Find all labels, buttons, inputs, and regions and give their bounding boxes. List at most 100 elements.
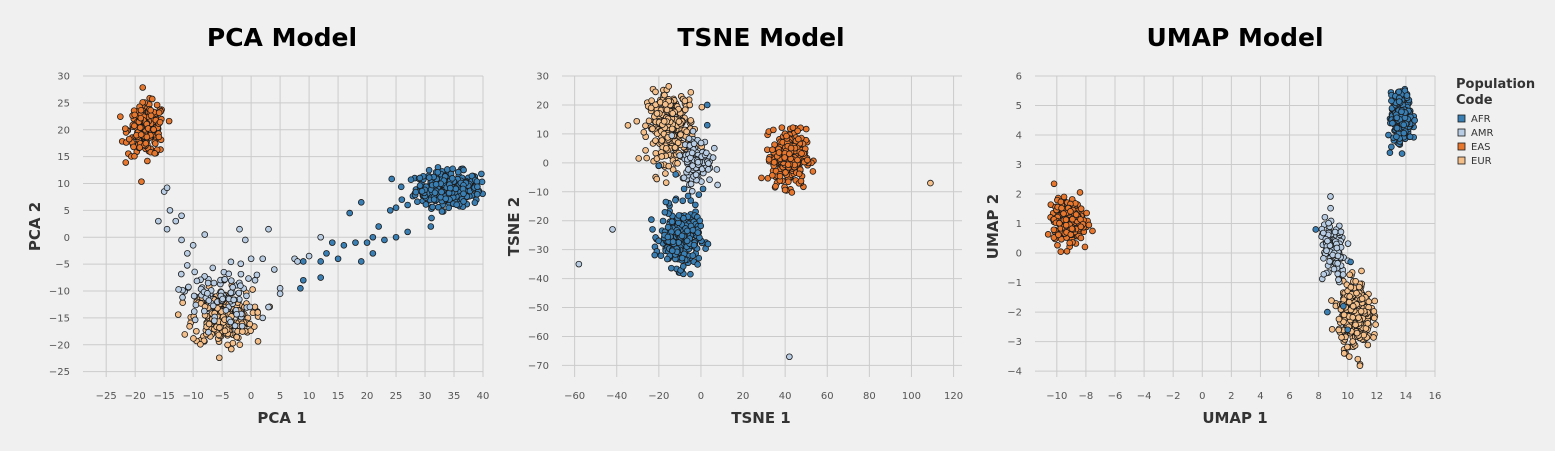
data-point-eur (658, 137, 666, 144)
y-tick-label: −2 (1007, 308, 1022, 319)
data-point-eur (681, 106, 689, 113)
data-point-afr (684, 192, 692, 200)
data-point-afr (381, 236, 388, 244)
legend-label: EUR (1471, 156, 1492, 167)
data-point-afr (369, 233, 377, 241)
data-point-afr (649, 226, 656, 233)
data-point-eur (677, 131, 684, 138)
data-point-afr (655, 237, 662, 245)
data-point-eas (138, 178, 145, 185)
data-point-amr (204, 279, 212, 287)
data-point-afr (1395, 98, 1403, 105)
data-point-eur (687, 117, 695, 124)
data-point-amr (265, 225, 272, 233)
data-point-eas (150, 126, 157, 133)
data-point-eas (1057, 198, 1065, 206)
data-point-amr (192, 301, 200, 309)
data-point-eas (156, 118, 164, 126)
data-point-afr (1393, 124, 1401, 132)
data-point-afr (392, 233, 400, 241)
data-point-amr (609, 226, 616, 233)
data-point-afr (442, 195, 450, 203)
x-tick-label: −40 (606, 391, 627, 402)
x-tick-label: −60 (564, 391, 585, 402)
data-point-afr (346, 209, 353, 217)
data-point-afr (669, 238, 677, 246)
data-point-afr (428, 214, 435, 222)
data-point-eur (1349, 302, 1357, 310)
data-point-eas (1057, 248, 1065, 255)
data-point-afr (683, 237, 691, 245)
data-point-eas (147, 106, 155, 114)
data-point-amr (705, 160, 712, 167)
x-tick-label: 15 (332, 391, 345, 402)
x-tick-label: 0 (248, 391, 254, 402)
data-point-eas (1050, 180, 1058, 188)
data-point-eas (787, 144, 795, 152)
data-point-eas (144, 157, 151, 165)
chart-panel-2: −60 −40 −20 0 20 40 60 80 100 120−70−60−50−40−30−… (505, 23, 963, 427)
x-tick-label: −5 (215, 391, 230, 402)
data-point-eur (1328, 326, 1336, 333)
data-point-eur (662, 179, 670, 186)
data-point-afr (422, 201, 430, 208)
data-point-amr (1326, 258, 1333, 265)
data-point-amr (1333, 244, 1341, 252)
data-point-eas (143, 133, 151, 141)
data-point-eas (785, 178, 792, 186)
data-point-eur (174, 311, 182, 318)
data-point-eur (648, 97, 655, 104)
data-point-afr (449, 175, 456, 182)
y-tick-label: 0 (543, 158, 549, 169)
data-point-afr (425, 174, 433, 181)
data-point-eur (1328, 297, 1335, 304)
data-point-eas (782, 169, 789, 176)
data-point-afr (398, 196, 406, 203)
data-point-amr (253, 271, 261, 279)
legend-swatch (1457, 114, 1466, 123)
data-point-afr (1388, 143, 1395, 151)
data-point-afr (648, 216, 655, 223)
data-point-eas (784, 161, 792, 168)
data-point-afr (683, 227, 691, 235)
x-tick-label: 80 (863, 391, 876, 402)
x-tick-label: 10 (1341, 391, 1354, 402)
data-point-eur (652, 137, 659, 144)
x-tick-label: 16 (1429, 391, 1442, 402)
y-tick-label: 20 (536, 100, 549, 111)
data-point-eas (786, 150, 793, 158)
data-point-eas (1050, 226, 1058, 234)
data-point-eur (663, 106, 671, 114)
data-point-eas (137, 131, 145, 138)
data-point-afr (1393, 133, 1400, 140)
data-point-amr (276, 285, 284, 292)
data-point-eur (1346, 293, 1353, 300)
data-point-amr (211, 317, 218, 325)
data-point-afr (659, 217, 667, 225)
x-axis-label: TSNE 1 (731, 409, 791, 427)
data-point-afr (430, 196, 438, 203)
data-point-amr (247, 255, 255, 263)
data-point-eas (809, 168, 817, 175)
data-point-eas (788, 189, 796, 196)
data-point-eas (1072, 211, 1080, 218)
data-point-afr (672, 171, 679, 178)
data-point-amr (709, 154, 717, 161)
data-point-afr (414, 198, 421, 206)
data-point-amr (684, 166, 692, 173)
y-tick-label: 10 (536, 129, 549, 140)
data-point-amr (1337, 228, 1345, 236)
data-point-amr (183, 262, 191, 269)
x-tick-label: 60 (821, 391, 834, 402)
data-point-eas (776, 172, 784, 180)
legend-title-line1: Population (1456, 77, 1535, 92)
y-axis-label: TSNE 2 (505, 197, 523, 257)
data-point-amr (1320, 229, 1327, 237)
data-point-eas (1068, 225, 1076, 233)
data-point-eur (649, 125, 656, 133)
data-point-afr (328, 239, 336, 246)
data-point-eas (1066, 239, 1073, 247)
data-point-afr (412, 188, 420, 196)
data-point-amr (209, 302, 217, 310)
data-point-afr (692, 201, 699, 209)
